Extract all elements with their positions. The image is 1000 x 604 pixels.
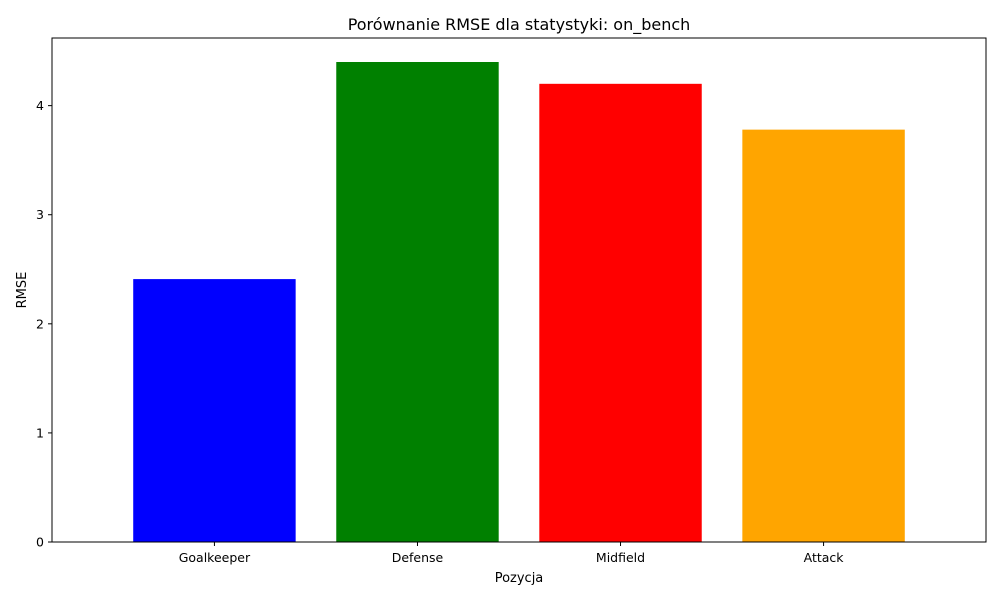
x-axis-ticks: Goalkeeper Defense Midfield Attack (179, 542, 845, 565)
y-axis-ticks: 0 1 2 3 4 (36, 98, 52, 550)
bar-attack (742, 129, 905, 543)
bar-defense (336, 62, 499, 542)
y-tick-label: 1 (36, 425, 44, 440)
x-tick-label: Midfield (596, 550, 645, 565)
y-tick-label: 4 (36, 98, 44, 113)
bar-goalkeeper (133, 279, 296, 542)
y-tick-label: 3 (36, 207, 44, 222)
x-tick-label: Defense (392, 550, 444, 565)
x-axis-label: Pozycja (495, 571, 544, 586)
plot-frame (51, 37, 987, 543)
x-tick-label: Goalkeeper (179, 550, 251, 565)
x-tick-label: Attack (804, 550, 845, 565)
y-tick-label: 0 (36, 535, 44, 550)
bars-group (133, 62, 905, 543)
y-tick-label: 2 (36, 316, 44, 331)
bar-midfield (539, 83, 702, 543)
y-axis-label: RMSE (15, 272, 30, 309)
chart-title: Porównanie RMSE dla statystyki: on_bench (348, 15, 691, 35)
